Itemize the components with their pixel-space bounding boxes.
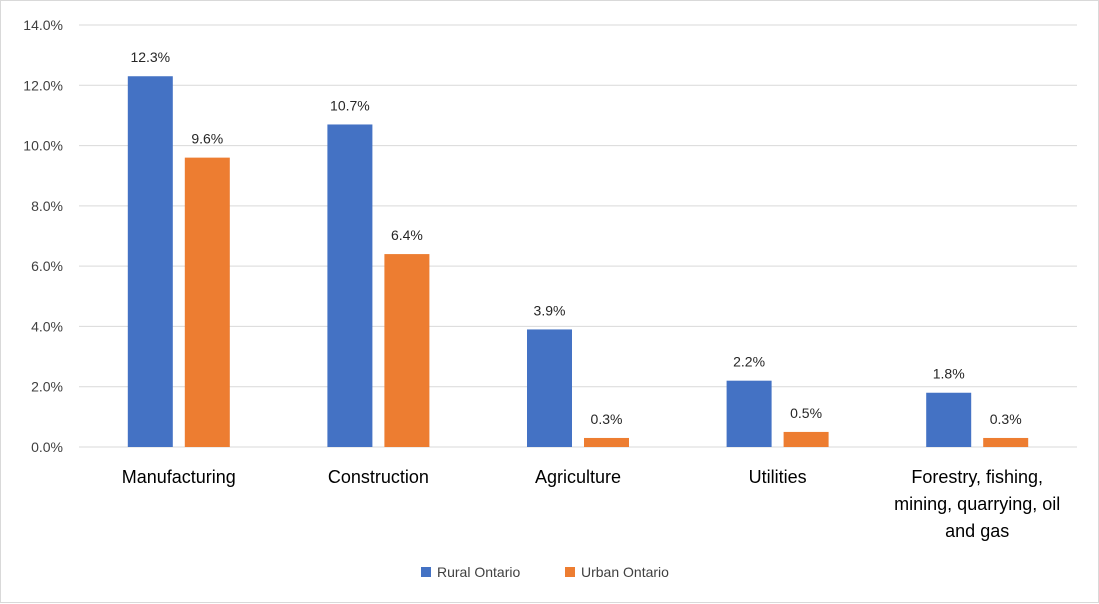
x-category-label: Manufacturing <box>122 467 236 487</box>
legend-label: Rural Ontario <box>437 564 520 580</box>
data-label: 9.6% <box>191 131 223 147</box>
bar-rural-ontario <box>726 380 772 447</box>
bar-urban-ontario <box>184 157 230 447</box>
bar-urban-ontario <box>983 437 1029 447</box>
x-category-label: and gas <box>945 521 1009 541</box>
x-category-label: Forestry, fishing, <box>911 467 1043 487</box>
y-tick-label: 14.0% <box>23 17 63 33</box>
bar-rural-ontario <box>527 329 572 447</box>
legend-swatch-rural-ontario <box>421 567 431 577</box>
x-category-label: Utilities <box>749 467 807 487</box>
y-tick-label: 0.0% <box>31 439 63 455</box>
x-category-label: mining, quarrying, oil <box>894 494 1060 514</box>
data-label: 6.4% <box>391 227 423 243</box>
data-label: 0.3% <box>990 411 1022 427</box>
data-label: 0.3% <box>591 411 623 427</box>
x-category-label: Construction <box>328 467 429 487</box>
x-category-label: Agriculture <box>535 467 621 487</box>
bar-rural-ontario <box>926 392 972 447</box>
y-tick-label: 10.0% <box>23 138 63 154</box>
y-tick-label: 8.0% <box>31 198 63 214</box>
bar-urban-ontario <box>584 437 629 447</box>
data-label: 3.9% <box>534 302 566 318</box>
bar-rural-ontario <box>327 124 373 447</box>
data-label: 1.8% <box>933 366 965 382</box>
y-tick-label: 2.0% <box>31 379 63 395</box>
data-label: 2.2% <box>733 354 765 370</box>
data-label: 0.5% <box>790 405 822 421</box>
bar-rural-ontario <box>127 76 173 447</box>
bar-urban-ontario <box>384 254 430 447</box>
data-label: 12.3% <box>130 49 170 65</box>
bar-urban-ontario <box>783 431 829 447</box>
legend-label: Urban Ontario <box>581 564 669 580</box>
y-tick-label: 4.0% <box>31 318 63 334</box>
y-tick-label: 12.0% <box>23 77 63 93</box>
data-label: 10.7% <box>330 97 370 113</box>
y-tick-label: 6.0% <box>31 258 63 274</box>
legend-swatch-urban-ontario <box>565 567 575 577</box>
